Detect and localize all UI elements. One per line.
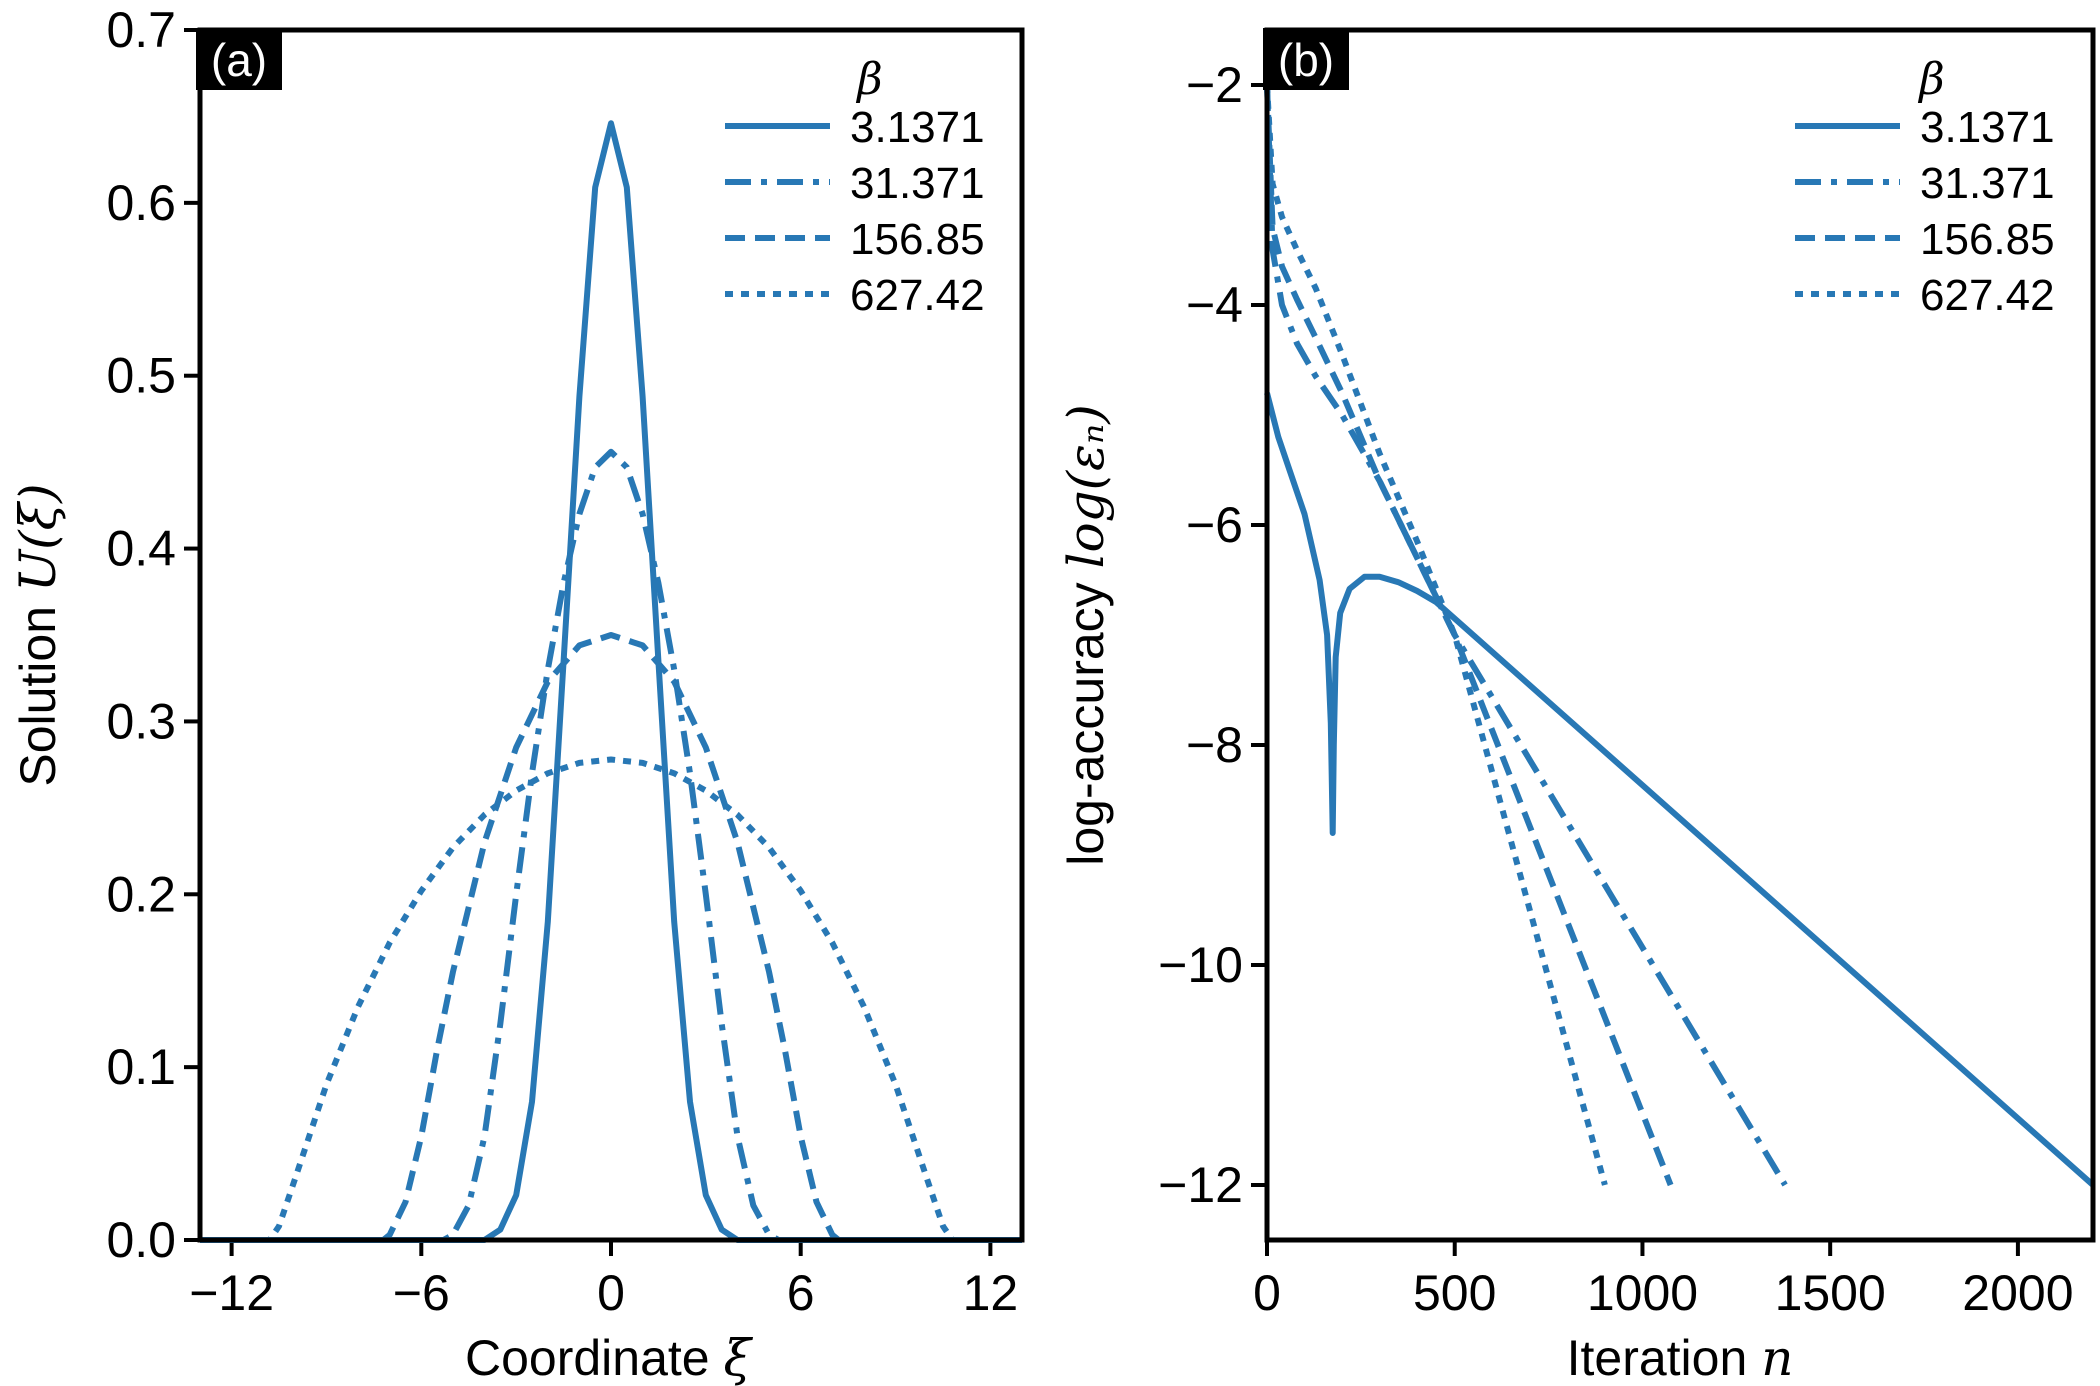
series-line-627.42 bbox=[200, 756, 1022, 1243]
y-tick-label: −10 bbox=[1158, 937, 1243, 993]
legend-label: 3.1371 bbox=[1920, 103, 2055, 152]
legend-label: 3.1371 bbox=[850, 103, 985, 152]
y-tick-label: 0.6 bbox=[106, 175, 176, 231]
panel-b: 0 500 1000 1500 2000 −2 −4 −6 −8 −10 −12 (b) β 3.1… bbox=[1057, 27, 2096, 1386]
x-tick-label: 1500 bbox=[1775, 1265, 1886, 1321]
y-tick-label: 0.1 bbox=[106, 1039, 176, 1095]
y-tick-label: 0.7 bbox=[106, 2, 176, 58]
x-tick-label: 2000 bbox=[1962, 1265, 2073, 1321]
panel-a-tag: (a) bbox=[211, 34, 267, 86]
x-tick-label: 0 bbox=[597, 1265, 625, 1321]
y-tick-label: −6 bbox=[1186, 497, 1243, 553]
series-line-156.85 bbox=[1264, 84, 1674, 1187]
series-line-31.371 bbox=[200, 448, 1022, 1243]
panel-a-frame bbox=[197, 27, 1025, 1243]
x-tick-label: 500 bbox=[1413, 1265, 1496, 1321]
panel-b-frame bbox=[1264, 27, 2096, 1243]
panel-a-legend: β 3.1371 31.371 156.85 627.42 bbox=[725, 54, 985, 320]
series-line-31.371 bbox=[1264, 84, 1788, 1187]
panel-b-legend: β 3.1371 31.371 156.85 627.42 bbox=[1795, 54, 2055, 320]
legend-title: β bbox=[855, 54, 882, 105]
y-tick-label: −8 bbox=[1186, 717, 1243, 773]
y-tick-label: 0.4 bbox=[106, 521, 176, 577]
panel-b-ylabel: log-accuracy log(εₙ) bbox=[1057, 404, 1115, 866]
series-line-3.1371 bbox=[1264, 392, 2095, 1188]
y-tick-label: 0.0 bbox=[106, 1212, 176, 1268]
series-line-156.85 bbox=[200, 632, 1022, 1243]
y-tick-label: 0.3 bbox=[106, 693, 176, 749]
panel-b-xlabel: Iteration n bbox=[1567, 1329, 1794, 1386]
panel-b-ticks: 0 500 1000 1500 2000 −2 −4 −6 −8 −10 −12 bbox=[1158, 57, 2073, 1321]
legend-label: 31.371 bbox=[850, 159, 985, 208]
x-tick-label: −6 bbox=[393, 1265, 450, 1321]
x-tick-label: 1000 bbox=[1587, 1265, 1698, 1321]
panel-a: −12 −6 0 6 12 0.0 0.1 0.2 0.3 0.4 0.5 0.6 0.7 (a) β … bbox=[9, 2, 1025, 1386]
y-tick-label: 0.2 bbox=[106, 866, 176, 922]
legend-label: 156.85 bbox=[1920, 215, 2055, 264]
y-tick-label: −4 bbox=[1186, 277, 1243, 333]
series-line-627.42 bbox=[1264, 84, 1608, 1186]
x-tick-label: −12 bbox=[189, 1265, 274, 1321]
legend-label: 31.371 bbox=[1920, 159, 2055, 208]
panel-b-tag: (b) bbox=[1278, 34, 1334, 86]
legend-label: 627.42 bbox=[1920, 271, 2055, 320]
panel-b-lines bbox=[1264, 84, 2095, 1188]
x-tick-label: 12 bbox=[963, 1265, 1019, 1321]
panel-a-tag-bg bbox=[196, 28, 282, 90]
series-line-3.1371 bbox=[200, 120, 1022, 1243]
panel-b-tag-bg bbox=[1263, 28, 1349, 90]
panel-a-ticks: −12 −6 0 6 12 0.0 0.1 0.2 0.3 0.4 0.5 0.6 0.7 bbox=[106, 2, 1018, 1321]
y-tick-label: 0.5 bbox=[106, 348, 176, 404]
panel-a-lines bbox=[200, 120, 1022, 1243]
y-tick-label: −12 bbox=[1158, 1157, 1243, 1213]
panel-a-xlabel: Coordinate ξ bbox=[465, 1329, 754, 1386]
x-tick-label: 0 bbox=[1253, 1265, 1281, 1321]
y-tick-label: −2 bbox=[1186, 57, 1243, 113]
legend-label: 156.85 bbox=[850, 215, 985, 264]
legend-label: 627.42 bbox=[850, 271, 985, 320]
legend-title: β bbox=[1917, 54, 1944, 105]
panel-a-ylabel: Solution U(ξ) bbox=[9, 483, 67, 786]
x-tick-label: 6 bbox=[787, 1265, 815, 1321]
